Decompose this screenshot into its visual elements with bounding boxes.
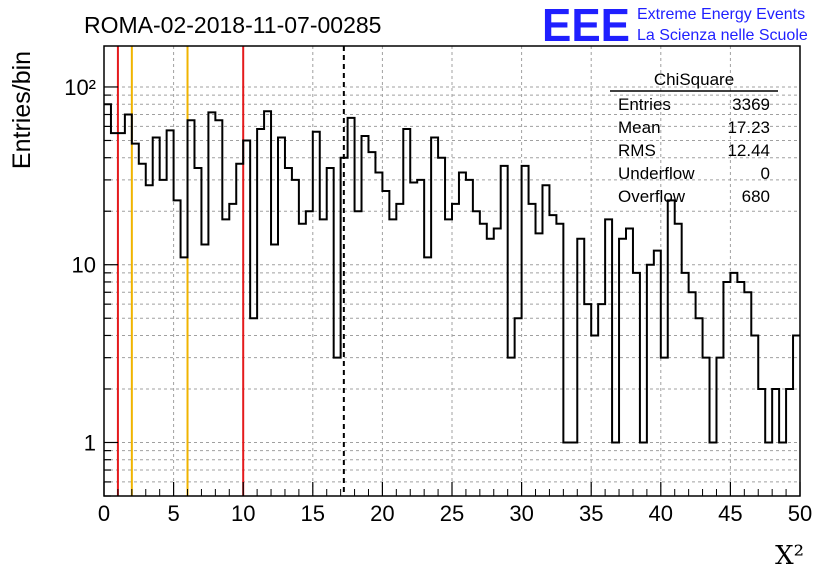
x-axis-title: X²: [775, 541, 804, 571]
x-tick-label: 50: [788, 501, 812, 526]
stats-value: 3369: [732, 95, 770, 114]
x-tick-label: 10: [231, 501, 255, 526]
stats-value: 12.44: [727, 141, 770, 160]
y-tick-label: 10²: [64, 75, 96, 100]
x-tick-label: 25: [440, 501, 464, 526]
axis-ticks: [103, 86, 801, 497]
stats-value: 0: [761, 164, 770, 183]
x-tick-label: 15: [301, 501, 325, 526]
stats-label: Entries: [618, 95, 671, 114]
stats-label: Underflow: [618, 164, 695, 183]
eee-logo-line2: La Scienza nelle Scuole: [637, 27, 808, 44]
x-tick-label: 0: [98, 501, 110, 526]
eee-logo-mark: EEE: [542, 0, 630, 51]
y-tick-label: 1: [84, 430, 96, 455]
stats-label: Overflow: [618, 187, 686, 206]
x-tick-label: 35: [579, 501, 603, 526]
stats-value: 680: [742, 187, 770, 206]
eee-logo: EEE Extreme Energy Events La Scienza nel…: [542, 0, 808, 51]
stats-title: ChiSquare: [654, 70, 734, 89]
y-axis-title: Entries/bin: [8, 51, 36, 169]
eee-logo-line1: Extreme Energy Events: [637, 6, 805, 23]
x-tick-label: 30: [509, 501, 533, 526]
stats-value: 17.23: [727, 118, 770, 137]
y-tick-label: 10: [72, 253, 96, 278]
x-tick-label: 20: [370, 501, 394, 526]
x-tick-labels: 0 5 10 15 20 25 30 35 40 45 50: [98, 501, 812, 526]
stats-box: ChiSquare Entries 3369 Mean 17.23 RMS 12.44 Un…: [610, 70, 778, 206]
x-tick-label: 5: [167, 501, 179, 526]
run-title: ROMA-02-2018-11-07-00285: [84, 12, 381, 38]
threshold-markers: [116, 46, 345, 496]
stats-label: RMS: [618, 141, 656, 160]
y-tick-labels: 1 10 10²: [64, 75, 96, 456]
grid-lines: [104, 46, 800, 497]
histogram-step-line: [104, 103, 800, 444]
x-tick-label: 45: [718, 501, 742, 526]
stats-rows: Entries 3369 Mean 17.23 RMS 12.44 Underflow 0 Ov…: [618, 95, 770, 206]
stats-label: Mean: [618, 118, 661, 137]
x-tick-label: 40: [649, 501, 673, 526]
